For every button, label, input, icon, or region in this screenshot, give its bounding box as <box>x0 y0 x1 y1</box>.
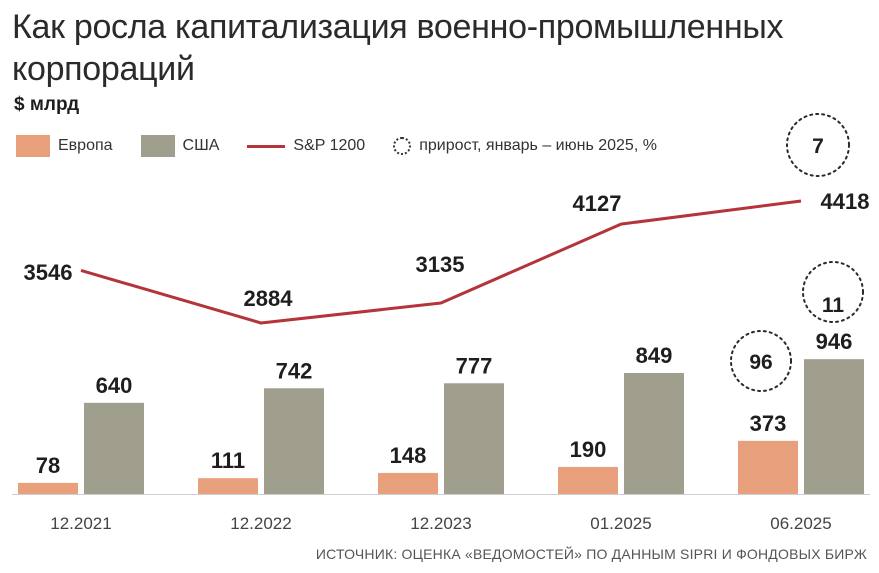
x-tick-label-12.2021: 12.2021 <box>50 514 111 533</box>
data-label-usa-12.2021: 640 <box>96 373 133 398</box>
data-label-europe-01.2025: 190 <box>570 437 607 462</box>
legend-swatch-europe <box>16 135 50 157</box>
legend: Европа США S&P 1200 прирост, январь – ию… <box>16 134 685 158</box>
legend-item-europe: Европа <box>16 135 113 157</box>
x-tick-label-12.2022: 12.2022 <box>230 514 291 533</box>
x-tick-label-01.2025: 01.2025 <box>590 514 651 533</box>
data-label-usa-12.2023: 777 <box>456 353 493 378</box>
series-line-sp1200 <box>80 199 802 325</box>
legend-item-usa: США <box>140 135 220 157</box>
growth-label-usa: 11 <box>822 294 845 317</box>
bar-usa-06.2025 <box>804 359 864 494</box>
bar-usa-12.2022 <box>264 388 324 494</box>
legend-label-usa: США <box>182 137 220 154</box>
data-label-sp-06.2025: 4418 <box>821 189 870 214</box>
x-tick-label-12.2023: 12.2023 <box>410 514 471 533</box>
chart-title: Как росла капитализация военно-промышлен… <box>12 8 784 88</box>
data-label-europe-12.2021: 78 <box>36 453 60 478</box>
data-label-usa-06.2025: 946 <box>816 329 853 354</box>
legend-label-europe: Европа <box>58 137 113 154</box>
bar-europe-06.2025 <box>738 440 798 494</box>
data-label-usa-01.2025: 849 <box>636 343 673 368</box>
bar-usa-12.2023 <box>444 383 504 494</box>
data-label-sp-12.2022: 2884 <box>244 286 294 311</box>
legend-swatch-usa <box>140 135 175 157</box>
bar-usa-01.2025 <box>624 373 684 494</box>
legend-item-growth: прирост, январь – июнь 2025, % <box>393 137 657 155</box>
legend-swatch-sp <box>247 144 286 148</box>
growth-label-europe: 96 <box>749 351 772 374</box>
legend-swatch-growth <box>393 137 412 155</box>
bar-europe-12.2023 <box>378 472 438 494</box>
growth-circle-usa <box>802 261 864 323</box>
legend-item-sp: S&P 1200 <box>247 137 365 155</box>
growth-circle-sp <box>786 113 850 177</box>
source-note: ИСТОЧНИК: ОЦЕНКА «ВЕДОМОСТЕЙ» ПО ДАННЫМ … <box>315 546 867 562</box>
bar-usa-12.2021 <box>84 402 144 494</box>
bar-europe-12.2021 <box>18 482 78 494</box>
bar-europe-01.2025 <box>558 466 618 494</box>
growth-circle-europe <box>730 330 792 392</box>
legend-label-growth: прирост, январь – июнь 2025, % <box>419 137 657 154</box>
data-label-usa-12.2022: 742 <box>276 358 313 383</box>
data-label-sp-01.2025: 4127 <box>573 191 622 216</box>
legend-label-sp: S&P 1200 <box>293 137 366 154</box>
data-label-europe-12.2023: 148 <box>390 443 427 468</box>
bar-europe-12.2022 <box>198 478 258 494</box>
data-label-sp-12.2023: 3135 <box>416 252 465 277</box>
data-label-europe-12.2022: 111 <box>211 448 245 473</box>
data-label-sp-12.2021: 3546 <box>24 260 73 285</box>
growth-label-sp: 7 <box>812 135 824 158</box>
unit-label: $ млрд <box>14 94 80 115</box>
x-tick-label-06.2025: 06.2025 <box>770 514 831 533</box>
data-label-europe-06.2025: 373 <box>750 411 787 436</box>
